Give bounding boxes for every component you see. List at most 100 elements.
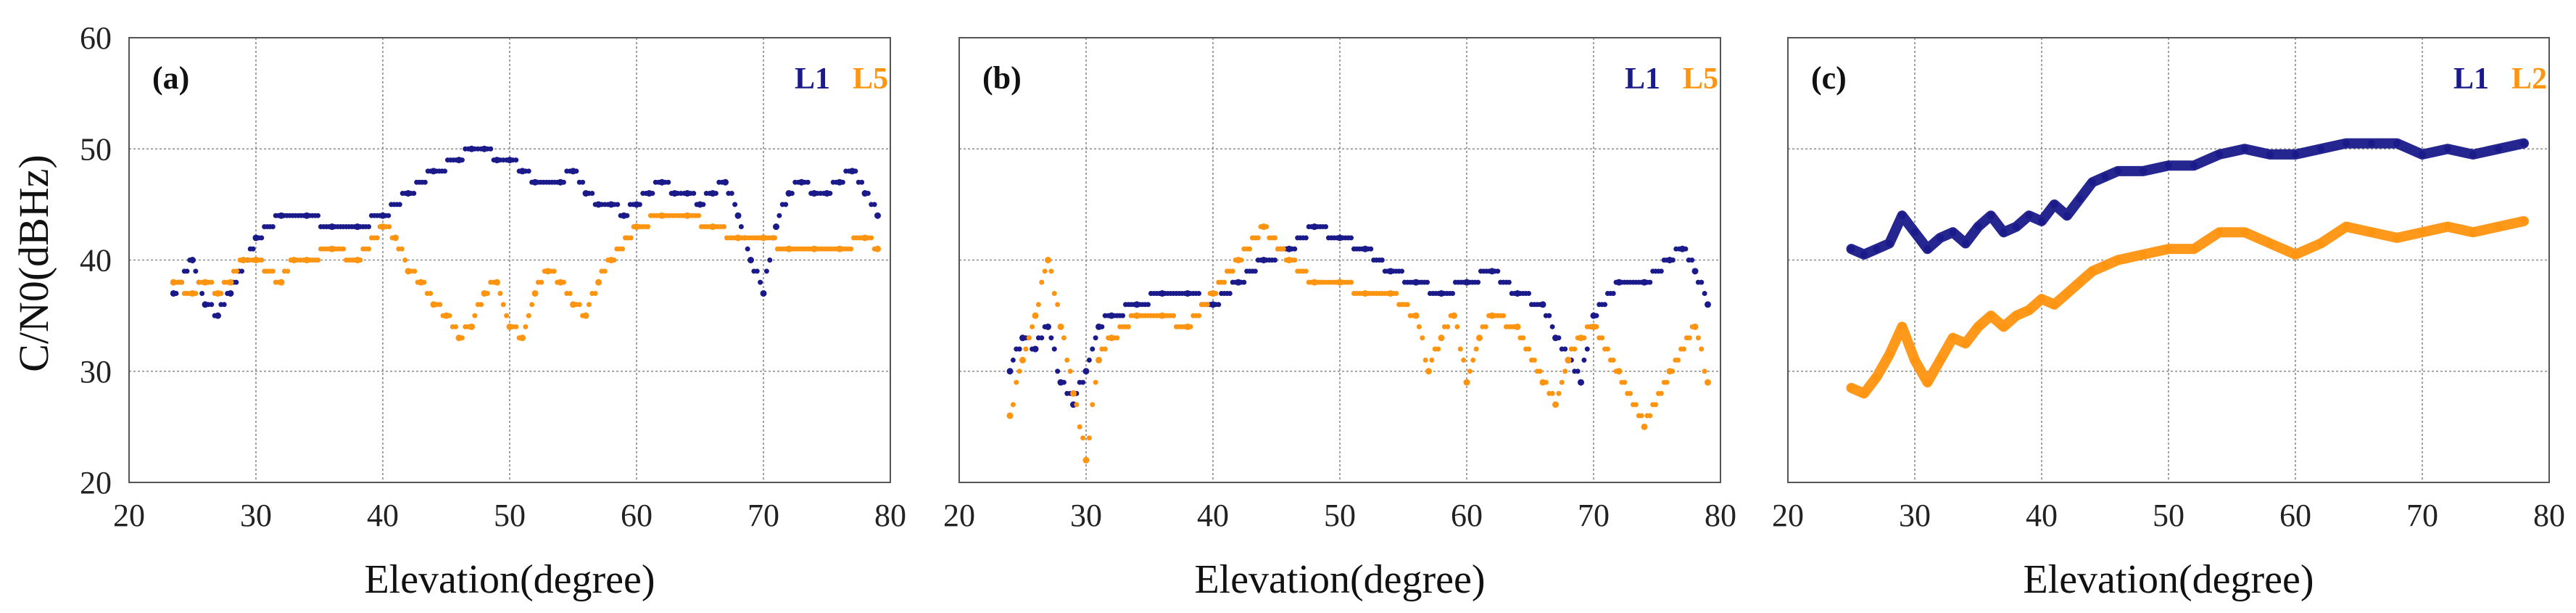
data-point xyxy=(2101,173,2109,181)
y-axis-label: C/N0(dBHz) xyxy=(10,155,57,372)
data-point xyxy=(1562,346,1568,352)
panel-a: 20 30 40 50 60 70 80 20 30 40 50 60 (a) L1 L5 Eleva… xyxy=(80,20,906,602)
data-point xyxy=(1061,379,1067,385)
x-tick-label: 50 xyxy=(494,498,526,533)
data-point xyxy=(239,268,245,274)
data-point xyxy=(1584,346,1590,352)
data-point xyxy=(377,213,383,218)
data-point xyxy=(233,279,239,285)
data-point xyxy=(1425,279,1430,285)
data-point xyxy=(1512,290,1517,296)
data-point xyxy=(1077,424,1082,429)
y-tick-label: 30 xyxy=(80,354,112,390)
panel-a-ticks: 20 30 40 50 60 70 80 20 30 40 50 60 xyxy=(80,20,906,533)
data-point xyxy=(853,168,858,174)
x-tick-label: 70 xyxy=(2406,498,2438,533)
data-point xyxy=(1241,279,1247,285)
data-point xyxy=(1067,369,1073,374)
data-point xyxy=(1082,456,1090,464)
data-point xyxy=(555,179,560,185)
data-point xyxy=(586,302,592,308)
x-tick-label: 20 xyxy=(943,498,975,533)
data-point xyxy=(179,279,184,285)
data-point xyxy=(1923,245,1931,253)
panel-b-series xyxy=(1006,223,1711,464)
data-point xyxy=(1283,258,1289,263)
data-point xyxy=(1572,346,1578,352)
data-point xyxy=(2013,223,2020,231)
series-line xyxy=(1846,138,2529,260)
data-point xyxy=(1699,279,1705,285)
data-point xyxy=(2317,145,2324,153)
data-point xyxy=(442,168,448,174)
data-point xyxy=(605,202,611,207)
data-point xyxy=(827,191,833,197)
data-point xyxy=(315,258,321,263)
data-point xyxy=(1334,279,1340,285)
data-point xyxy=(1042,268,1048,274)
data-point xyxy=(1467,369,1473,374)
data-point xyxy=(472,313,478,318)
data-point xyxy=(447,313,452,318)
panel-b-ticks: 20 30 40 50 60 70 80 xyxy=(943,498,1736,533)
data-point xyxy=(1559,379,1565,385)
data-point xyxy=(1613,369,1619,374)
data-point xyxy=(1334,235,1340,241)
data-point xyxy=(1272,258,1278,263)
data-point xyxy=(643,191,649,197)
data-point xyxy=(1987,312,1995,320)
data-point xyxy=(560,179,566,185)
data-point xyxy=(386,213,392,218)
data-point xyxy=(516,168,522,174)
data-point xyxy=(602,268,608,274)
x-tick-label: 30 xyxy=(1070,498,1102,533)
x-tick-label: 60 xyxy=(621,498,653,533)
data-point xyxy=(1227,290,1233,296)
data-point xyxy=(1247,246,1253,252)
data-point xyxy=(1987,212,1995,220)
data-point xyxy=(1454,324,1460,329)
data-point xyxy=(624,213,630,218)
data-point xyxy=(491,157,497,163)
data-point xyxy=(1196,313,1202,318)
data-point xyxy=(1099,324,1105,329)
data-point xyxy=(1622,379,1628,385)
data-point xyxy=(1039,335,1045,341)
data-point xyxy=(1238,258,1244,263)
data-point xyxy=(1702,369,1707,374)
data-point xyxy=(1705,379,1711,386)
panel-c-series xyxy=(1846,138,2529,399)
data-point xyxy=(1860,250,1868,258)
data-point xyxy=(1670,258,1676,263)
x-tick-label: 30 xyxy=(240,498,272,533)
data-point xyxy=(341,246,347,252)
data-point xyxy=(1658,268,1664,274)
data-point xyxy=(1404,302,1410,308)
data-point xyxy=(656,179,662,185)
data-point xyxy=(1045,257,1051,263)
data-point xyxy=(758,279,763,285)
x-tick-label: 80 xyxy=(2533,498,2565,533)
data-point xyxy=(1349,235,1354,241)
data-point xyxy=(1233,258,1238,263)
y-tick-label: 40 xyxy=(80,243,112,279)
data-point xyxy=(1182,290,1188,296)
data-point xyxy=(1537,369,1543,374)
data-point xyxy=(513,157,519,163)
data-point xyxy=(1303,268,1309,274)
data-point xyxy=(1602,302,1608,308)
data-point xyxy=(1495,268,1501,274)
data-point xyxy=(1280,246,1286,252)
data-point xyxy=(696,213,702,218)
data-point xyxy=(1213,290,1219,296)
data-point xyxy=(2025,306,2033,314)
data-point xyxy=(846,168,852,174)
data-point xyxy=(834,246,840,252)
panel-b-legend-l5: L5 xyxy=(1683,62,1718,96)
data-point xyxy=(732,202,738,207)
data-point xyxy=(1847,245,1855,253)
data-point xyxy=(212,290,218,296)
data-point xyxy=(1349,279,1354,285)
data-point xyxy=(783,246,789,252)
data-point xyxy=(531,289,539,297)
